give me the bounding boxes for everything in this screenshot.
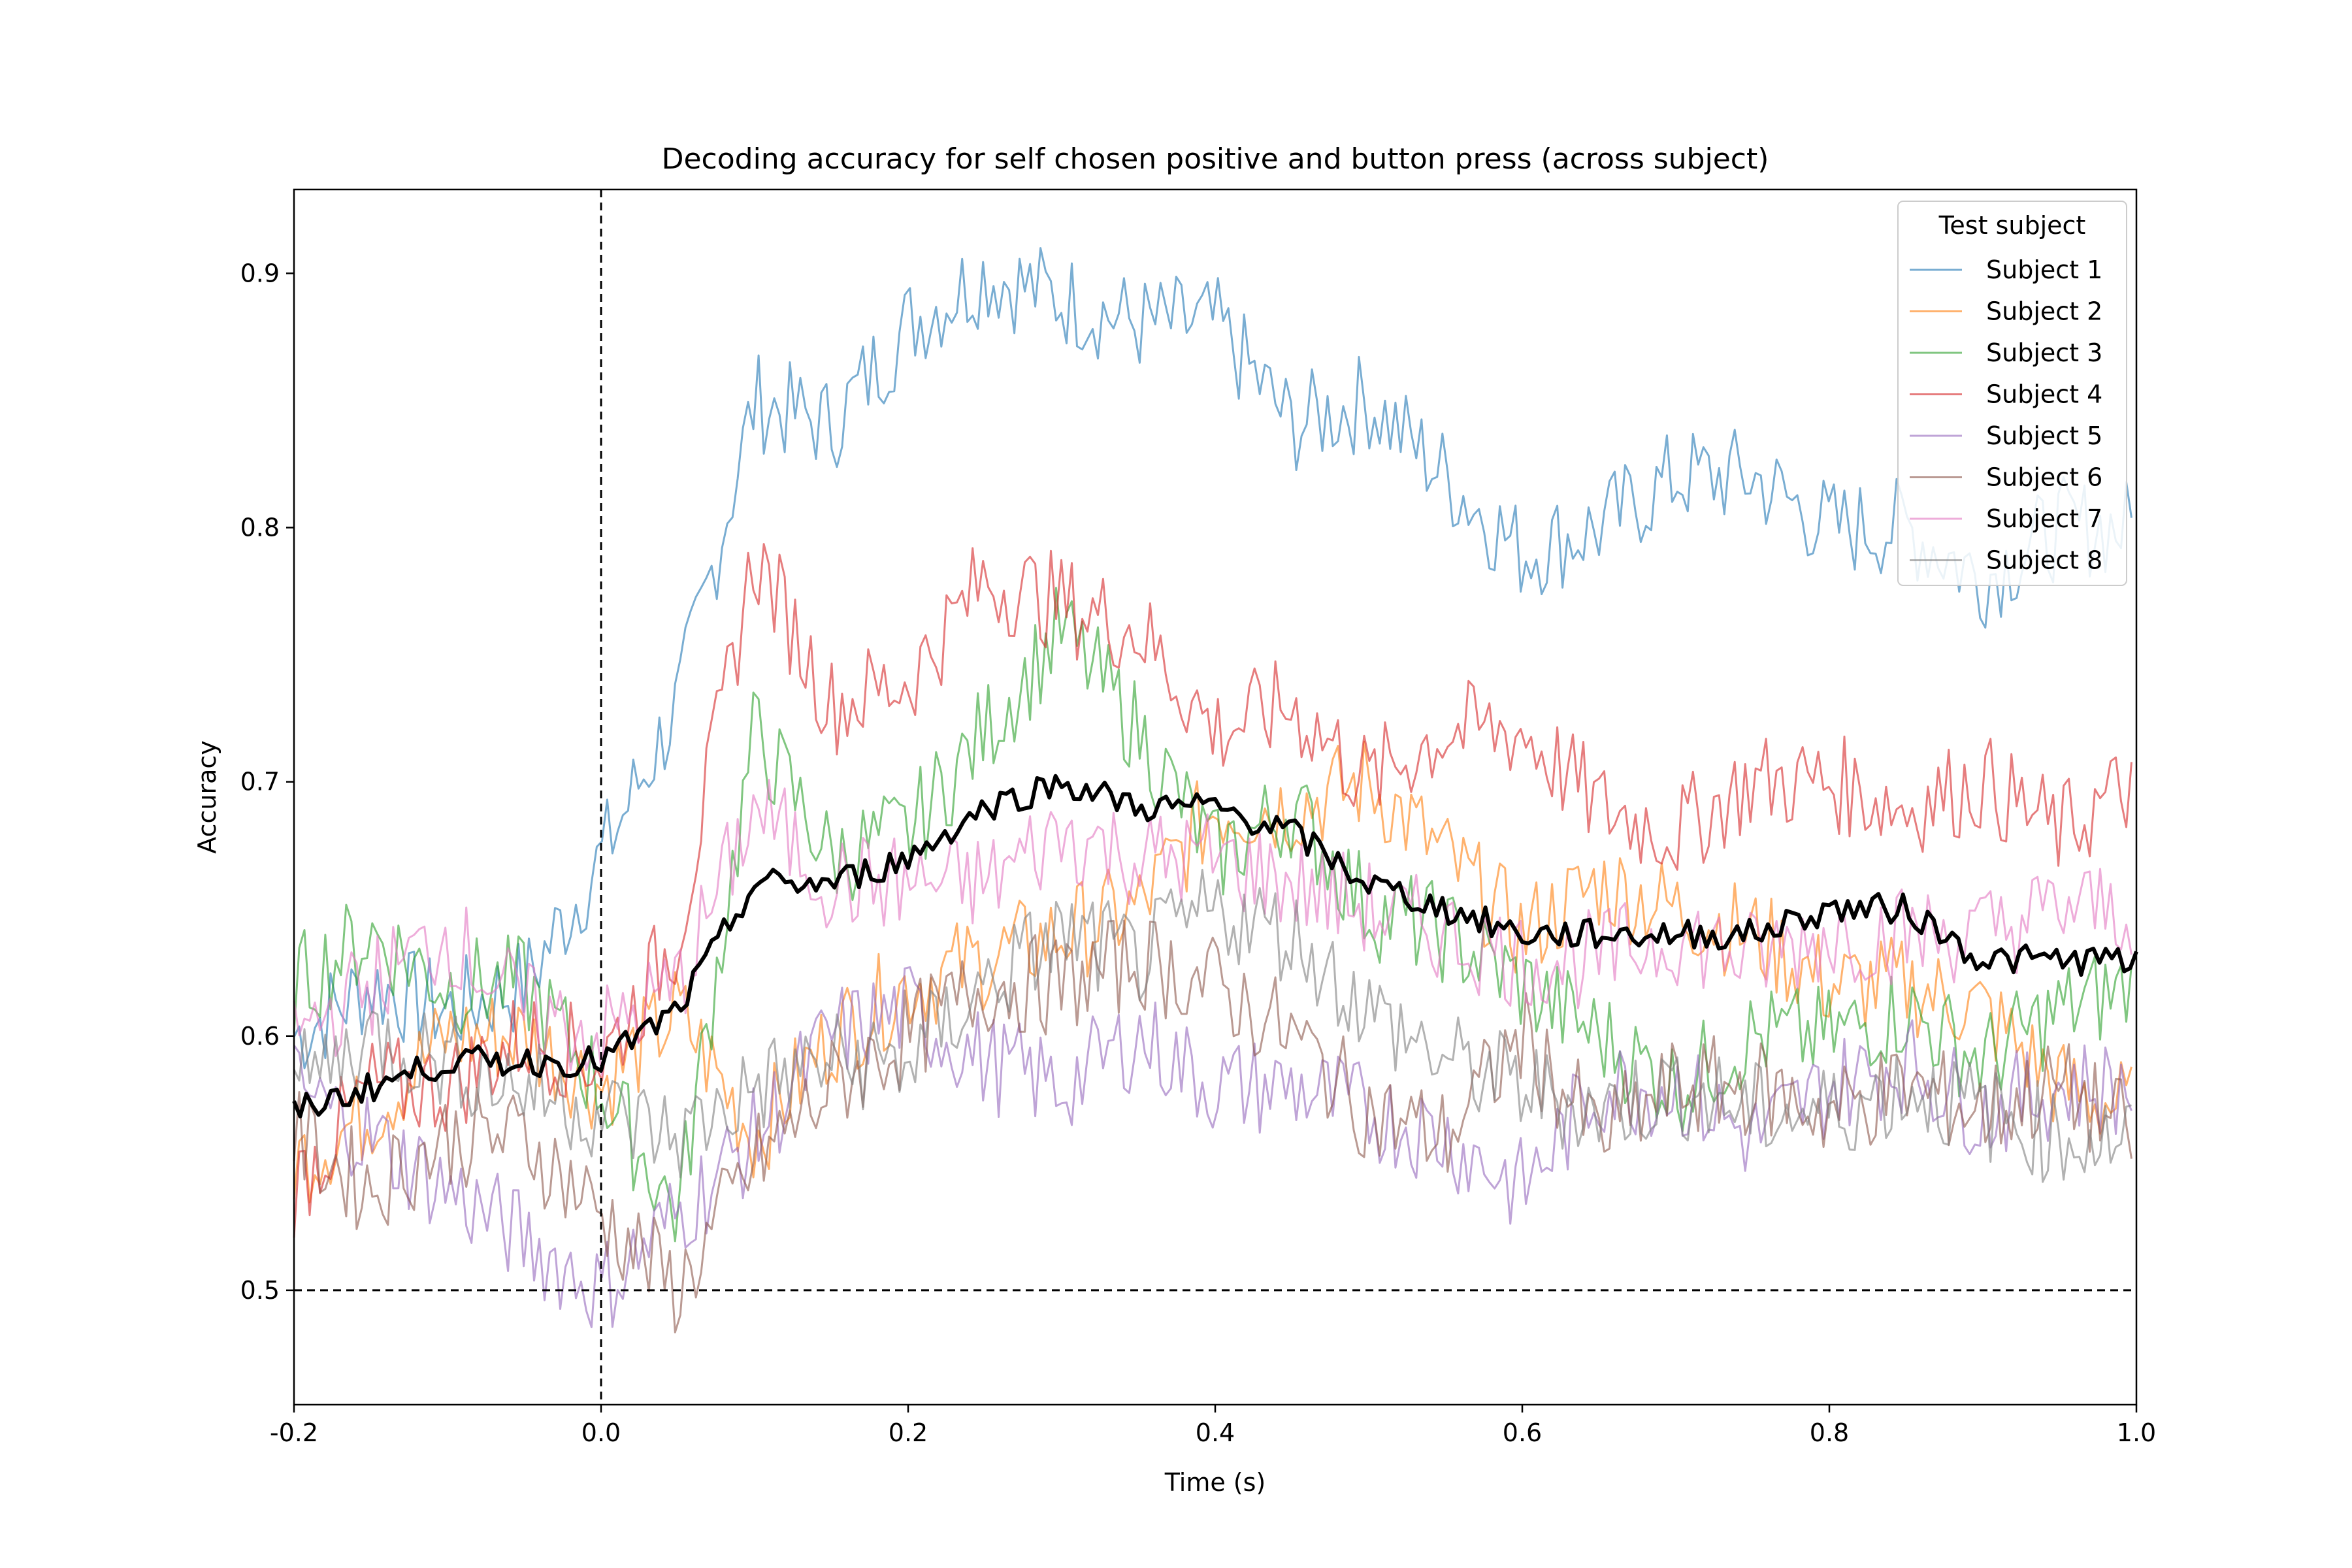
legend-entry-label: Subject 3 bbox=[1986, 338, 2102, 367]
x-tick-label: 0.4 bbox=[1196, 1418, 1235, 1447]
x-axis-label: Time (s) bbox=[1164, 1468, 1266, 1497]
legend-title: Test subject bbox=[1938, 211, 2086, 240]
y-tick-label: 0.6 bbox=[240, 1022, 280, 1051]
series-line-subject-7 bbox=[293, 779, 2132, 1076]
x-tick-label: 0.8 bbox=[1810, 1418, 1849, 1447]
legend-entry-label: Subject 6 bbox=[1986, 463, 2102, 492]
axis-ticks: -0.2 0.0 0.2 0.4 0.6 0.8 1.0 0.5 0.6 0.7 0.8 0.9 bbox=[240, 259, 2157, 1447]
x-tick-label: 1.0 bbox=[2117, 1418, 2156, 1447]
legend-entry-label: Subject 1 bbox=[1986, 255, 2102, 284]
y-tick-label: 0.9 bbox=[240, 259, 280, 287]
legend-entries: Subject 1 Subject 2 Subject 3 Subject 4 Subj… bbox=[1910, 255, 2102, 575]
y-tick-label: 0.5 bbox=[240, 1276, 280, 1305]
legend-entry-label: Subject 5 bbox=[1986, 421, 2102, 450]
series-line-subject-4 bbox=[293, 543, 2132, 1238]
y-tick-label: 0.8 bbox=[240, 514, 280, 542]
plot-frame bbox=[293, 188, 2138, 1406]
x-tick-label: 0.2 bbox=[889, 1418, 928, 1447]
x-tick-label: 0.6 bbox=[1503, 1418, 1542, 1447]
reference-lines bbox=[294, 189, 2136, 1405]
legend-entry-label: Subject 4 bbox=[1986, 380, 2102, 409]
y-axis-label: Accuracy bbox=[193, 740, 221, 854]
x-tick-label: 0.0 bbox=[581, 1418, 621, 1447]
legend-entry-label: Subject 2 bbox=[1986, 297, 2102, 326]
legend-entry-label: Subject 8 bbox=[1986, 546, 2102, 575]
legend-box bbox=[1897, 201, 2127, 586]
chart-title: Decoding accuracy for self chosen positi… bbox=[662, 142, 1769, 176]
x-tick-label: -0.2 bbox=[270, 1418, 318, 1447]
legend: Test subject Subject 1 Subject 2 Subject 3… bbox=[1897, 201, 2127, 586]
legend-entry-label: Subject 7 bbox=[1986, 504, 2102, 533]
y-tick-label: 0.7 bbox=[240, 768, 280, 796]
